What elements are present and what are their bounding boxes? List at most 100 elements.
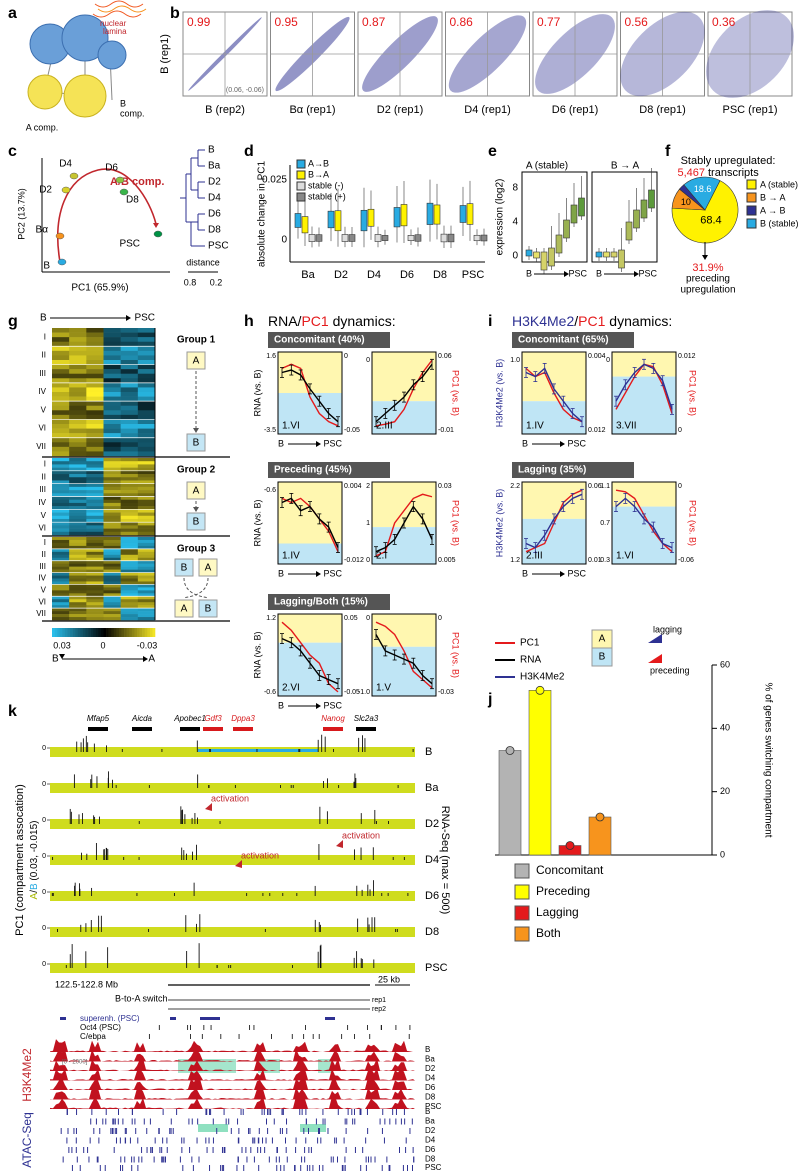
heatmap-cell bbox=[69, 401, 87, 407]
label: V bbox=[41, 405, 47, 414]
label: transcripts bbox=[708, 167, 759, 179]
heatmap-cell bbox=[137, 581, 156, 585]
group-box bbox=[186, 481, 206, 500]
box bbox=[548, 247, 555, 267]
h3k4me2-track bbox=[50, 1077, 415, 1090]
label: 1.6 bbox=[266, 353, 276, 360]
label: 31.9% bbox=[692, 262, 723, 274]
heatmap-cell bbox=[86, 328, 104, 333]
heatmap-cell bbox=[69, 596, 87, 600]
arrow-head bbox=[560, 441, 565, 447]
heatmap-cell bbox=[120, 350, 139, 356]
preceding-marker bbox=[648, 654, 662, 663]
heatmap-cell bbox=[137, 424, 156, 429]
heatmap-cell bbox=[69, 442, 87, 448]
heatmap-cell bbox=[137, 531, 156, 536]
lamina-line bbox=[94, 0, 144, 8]
box bbox=[447, 233, 455, 243]
heatmap-cell bbox=[137, 396, 156, 402]
heatmap-cell bbox=[103, 392, 121, 397]
heatmap-cell bbox=[86, 490, 104, 494]
label: Concomitant (40%) bbox=[274, 335, 365, 346]
heatmap-cell bbox=[86, 470, 104, 475]
heatmap-cell bbox=[69, 545, 87, 550]
label: -0.03 bbox=[137, 640, 158, 650]
heatmap-cell bbox=[86, 499, 104, 504]
label: VII bbox=[36, 442, 46, 451]
box bbox=[525, 249, 533, 257]
label: stable (+) bbox=[308, 191, 346, 201]
heatmap-cell bbox=[103, 378, 121, 384]
heatmap-cell bbox=[120, 437, 139, 443]
label: D6 bbox=[400, 269, 414, 281]
label: D8 (rep1) bbox=[639, 104, 685, 116]
legend-swatch bbox=[746, 205, 757, 216]
heatmap-cell bbox=[86, 587, 104, 591]
heatmap-cell bbox=[137, 419, 156, 425]
heatmap-cell bbox=[69, 328, 87, 333]
heatmap-cell bbox=[120, 428, 139, 434]
arrow-head bbox=[634, 271, 639, 277]
heatmap-cell bbox=[52, 461, 70, 465]
heatmap-cell bbox=[69, 578, 87, 582]
label: Concomitant bbox=[536, 863, 604, 877]
label: ATAC-Seq bbox=[20, 1112, 34, 1168]
heatmap-cell bbox=[86, 486, 104, 491]
heatmap-cell bbox=[69, 581, 87, 585]
heatmap-cell bbox=[52, 512, 70, 517]
label: A bbox=[193, 486, 200, 497]
heatmap-cell bbox=[69, 410, 87, 416]
heatmap-cell bbox=[69, 537, 87, 541]
heatmap-cell bbox=[52, 392, 70, 397]
label: PC1 bbox=[520, 638, 540, 649]
heatmap-cell bbox=[137, 587, 156, 591]
heatmap-cell bbox=[120, 461, 139, 465]
label: 0 bbox=[678, 427, 682, 434]
label: 60 bbox=[720, 659, 730, 669]
heatmap-cell bbox=[103, 578, 121, 582]
heatmap-cell bbox=[103, 387, 121, 393]
label: Mfap5 bbox=[87, 714, 110, 723]
activation-marker bbox=[205, 803, 212, 811]
region-a bbox=[278, 614, 342, 643]
box bbox=[367, 208, 375, 227]
plot-frame bbox=[371, 613, 437, 697]
heatmap-cell bbox=[69, 512, 87, 517]
heatmap-cell bbox=[86, 446, 104, 452]
label: V bbox=[41, 511, 47, 520]
legend-swatch bbox=[746, 218, 757, 229]
heatmap-cell bbox=[120, 551, 139, 556]
legend-swatch bbox=[296, 192, 306, 202]
heatmap-cell bbox=[120, 382, 139, 388]
arrow-head bbox=[59, 654, 65, 659]
heatmap-cell bbox=[52, 587, 70, 591]
label-part: / bbox=[29, 890, 40, 893]
lagging-marker bbox=[648, 634, 662, 643]
label: activation bbox=[211, 793, 249, 803]
label: D4 bbox=[425, 854, 439, 866]
label: 0 bbox=[42, 853, 46, 860]
group-box bbox=[186, 351, 206, 370]
heatmap-cell bbox=[69, 499, 87, 504]
heatmap-cell bbox=[103, 332, 121, 338]
arrow-head bbox=[316, 703, 321, 709]
pc1-line bbox=[281, 363, 339, 427]
label: B bbox=[425, 1045, 430, 1054]
heatmap-cell bbox=[86, 539, 104, 544]
label: III bbox=[39, 369, 46, 378]
label: 0 bbox=[42, 961, 46, 968]
label: Preceding bbox=[536, 884, 590, 898]
plot-frame bbox=[277, 613, 343, 697]
legend-box bbox=[591, 647, 613, 667]
heatmap-cell bbox=[103, 341, 121, 347]
heatmap-cell bbox=[120, 587, 139, 591]
label: 0.77 bbox=[537, 15, 561, 29]
heatmap-cell bbox=[103, 346, 121, 352]
heatmap-cell bbox=[120, 502, 139, 507]
heatmap-cell bbox=[69, 337, 87, 343]
heatmap-cell bbox=[103, 464, 121, 468]
heatmap-cell bbox=[69, 566, 87, 570]
label: D8 bbox=[126, 195, 139, 206]
heatmap-cell bbox=[86, 401, 104, 407]
heatmap-cell bbox=[52, 401, 70, 407]
